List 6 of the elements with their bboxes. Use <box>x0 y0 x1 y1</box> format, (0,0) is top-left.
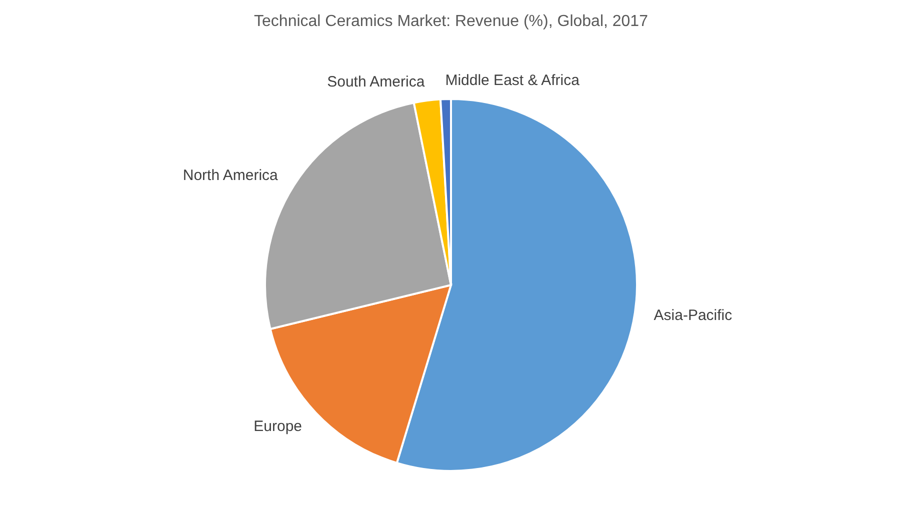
slice-label: Europe <box>254 418 302 435</box>
slice-label: Asia-Pacific <box>654 307 733 324</box>
chart-title: Technical Ceramics Market: Revenue (%), Global, 2017 <box>254 13 648 30</box>
slice-label: North America <box>182 167 279 184</box>
slice-label: South America <box>327 74 426 91</box>
slice-label: Middle East & Africa <box>445 72 580 90</box>
